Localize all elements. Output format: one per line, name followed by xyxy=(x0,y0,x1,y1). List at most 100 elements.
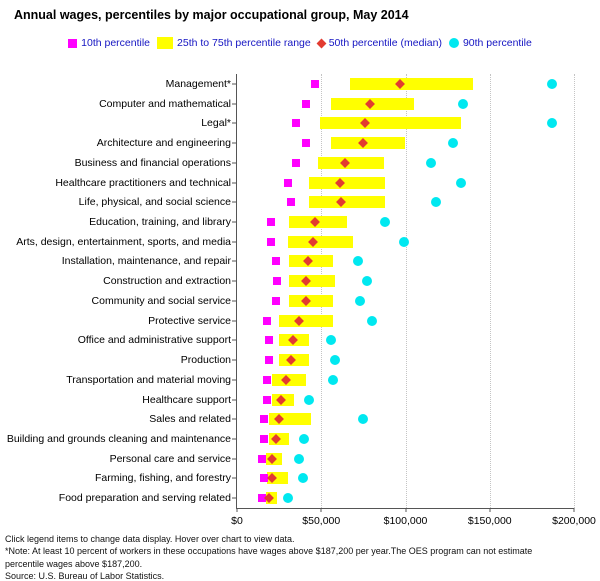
category-label: Education, training, and library xyxy=(89,215,231,228)
p90-circle-icon xyxy=(448,38,459,48)
p90-marker[interactable] xyxy=(355,295,365,306)
y-axis-tick xyxy=(232,359,236,361)
p90-marker[interactable] xyxy=(547,78,558,89)
category-label: Management* xyxy=(165,77,231,90)
p10-marker[interactable] xyxy=(291,158,300,167)
p10-marker[interactable] xyxy=(259,474,268,483)
legend-label-median: 50th percentile (median) xyxy=(328,37,442,49)
p10-marker[interactable] xyxy=(273,277,282,286)
range-bar-25th-75th[interactable] xyxy=(331,137,406,150)
category-label: Transportation and material moving xyxy=(66,373,231,386)
p90-marker[interactable] xyxy=(282,493,293,504)
range-bar-25th-75th[interactable] xyxy=(309,196,386,209)
p10-marker[interactable] xyxy=(271,257,280,266)
p90-marker[interactable] xyxy=(297,473,308,484)
y-axis-tick xyxy=(232,320,236,322)
legend-item-median[interactable]: 50th percentile (median) xyxy=(316,37,442,49)
y-axis-tick xyxy=(232,182,236,183)
p90-marker[interactable] xyxy=(398,236,409,247)
p90-marker[interactable] xyxy=(328,374,339,385)
y-axis-tick xyxy=(232,103,236,105)
p90-marker[interactable] xyxy=(456,177,467,188)
y-axis-tick xyxy=(232,221,236,223)
p10-marker[interactable] xyxy=(265,356,273,365)
category-label: Farming, fishing, and forestry xyxy=(95,472,231,485)
category-label: Life, physical, and social science xyxy=(78,196,231,209)
p90-marker[interactable] xyxy=(457,98,468,109)
category-label: Personal care and service xyxy=(109,452,231,465)
p10-marker[interactable] xyxy=(263,395,272,404)
y-axis-tick xyxy=(232,339,236,341)
y-axis-tick xyxy=(232,497,236,499)
legend-label-range: 25th to 75th percentile range xyxy=(177,37,311,49)
category-label: Construction and extraction xyxy=(103,275,231,288)
x-tick-label: $150,000 xyxy=(467,515,512,527)
y-axis-tick xyxy=(232,260,236,262)
p90-marker[interactable] xyxy=(366,315,377,326)
range-bar-25th-75th[interactable] xyxy=(289,275,335,288)
p90-marker[interactable] xyxy=(353,256,364,267)
category-label: Business and financial operations xyxy=(74,156,231,169)
plot-area[interactable]: $0 $50,000 $100,000 $150,000 $200,000 xyxy=(231,74,596,527)
p90-marker[interactable] xyxy=(430,197,441,208)
range-bar-25th-75th[interactable] xyxy=(289,294,334,307)
footer-note-line1: *Note: At least 10 percent of workers in… xyxy=(5,546,533,557)
x-tick-label: $50,000 xyxy=(302,515,341,527)
legend-item-range[interactable]: 25th to 75th percentile range xyxy=(157,37,311,49)
p90-marker[interactable] xyxy=(425,157,436,168)
p10-marker[interactable] xyxy=(283,178,292,187)
range-bar-icon xyxy=(157,37,174,49)
range-bar-25th-75th[interactable] xyxy=(287,235,354,248)
p90-marker[interactable] xyxy=(358,414,369,425)
x-tick-label: $100,000 xyxy=(383,515,428,527)
legend-label-p90: 90th percentile xyxy=(462,37,532,49)
footer-source: Source: U.S. Bureau of Labor Statistics. xyxy=(5,571,165,581)
p90-marker[interactable] xyxy=(380,216,391,227)
x-axis-tick xyxy=(236,508,238,512)
p10-marker[interactable] xyxy=(271,296,280,305)
p90-marker[interactable] xyxy=(326,335,337,346)
p10-marker[interactable] xyxy=(258,454,267,463)
range-bar-25th-75th[interactable] xyxy=(279,314,334,327)
range-bar-25th-75th[interactable] xyxy=(309,176,386,189)
footer-hint: Click legend items to change data displa… xyxy=(5,534,295,544)
p90-marker[interactable] xyxy=(304,394,315,405)
category-label: Protective service xyxy=(148,314,231,327)
category-label: Legal* xyxy=(201,117,231,130)
category-label: Office and administrative support xyxy=(77,334,231,347)
legend-item-p10[interactable]: 10th percentile xyxy=(68,37,150,49)
category-label: Computer and mathematical xyxy=(99,97,231,110)
p90-marker[interactable] xyxy=(329,355,340,366)
p10-marker[interactable] xyxy=(258,494,267,503)
p10-marker[interactable] xyxy=(302,139,311,148)
legend-item-p90[interactable]: 90th percentile xyxy=(448,37,532,49)
p10-marker[interactable] xyxy=(310,79,319,88)
y-axis-tick xyxy=(232,142,236,144)
p10-marker[interactable] xyxy=(259,434,268,443)
range-bar-25th-75th[interactable] xyxy=(317,156,384,169)
p10-marker[interactable] xyxy=(291,119,300,128)
y-axis-tick xyxy=(232,379,236,381)
p10-marker[interactable] xyxy=(266,237,275,246)
p90-marker[interactable] xyxy=(447,138,458,149)
p10-marker[interactable] xyxy=(266,217,275,226)
gridline xyxy=(405,74,407,508)
y-axis-tick xyxy=(232,122,236,124)
p10-marker[interactable] xyxy=(259,415,268,424)
legend: 10th percentile 25th to 75th percentile … xyxy=(0,37,600,49)
p10-marker[interactable] xyxy=(265,336,273,345)
p90-marker[interactable] xyxy=(547,118,558,129)
p90-marker[interactable] xyxy=(294,453,305,464)
x-axis-tick xyxy=(320,508,322,512)
p10-marker[interactable] xyxy=(263,316,272,325)
p10-marker[interactable] xyxy=(286,198,295,207)
range-bar-25th-75th[interactable] xyxy=(349,77,473,90)
p90-marker[interactable] xyxy=(361,276,372,287)
legend-label-p10: 10th percentile xyxy=(81,37,151,49)
p90-marker[interactable] xyxy=(299,433,310,444)
p10-square-icon xyxy=(68,38,78,48)
p10-marker[interactable] xyxy=(302,99,311,108)
p10-marker[interactable] xyxy=(263,375,272,384)
range-bar-25th-75th[interactable] xyxy=(319,117,462,130)
footer: Click legend items to change data displa… xyxy=(5,533,597,581)
